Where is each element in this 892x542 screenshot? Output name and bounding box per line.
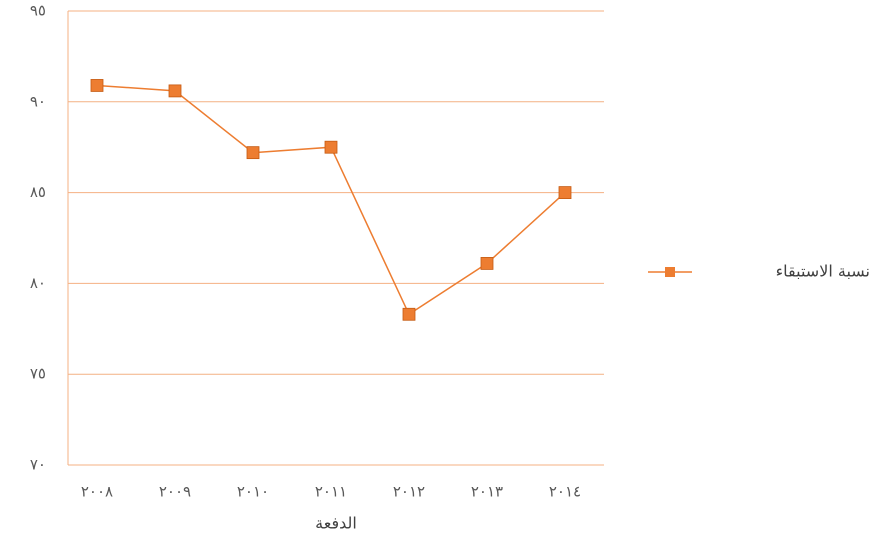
x-tick-label: ٢٠١٠: [237, 483, 269, 501]
series-line: [96, 84, 566, 316]
y-tick-label: ٧٥: [30, 365, 46, 383]
x-tick-label: ٢٠٠٩: [159, 483, 191, 501]
x-tick-label: ٢٠١٤: [549, 483, 581, 501]
legend-label: نسبة الاستبقاء: [776, 262, 870, 281]
legend-marker: [665, 267, 675, 277]
point-marker: [168, 84, 182, 98]
x-tick-label: ٢٠١١: [315, 483, 347, 501]
point-marker: [480, 257, 494, 270]
y-tick-label: ٨٠: [30, 274, 46, 292]
point-marker: [558, 186, 572, 200]
point-marker: [402, 307, 416, 321]
point-marker: [90, 79, 104, 92]
point-marker: [246, 146, 260, 160]
x-axis-title: الدفعة: [315, 514, 357, 533]
point-marker: [324, 140, 338, 154]
y-tick-label: ٧٠: [30, 456, 46, 474]
x-tick-label: ٢٠١٢: [393, 483, 425, 501]
x-tick-label: ٢٠٠٨: [81, 483, 113, 501]
y-tick-label: ٩٠: [30, 92, 46, 110]
y-tick-label: ٨٥: [30, 183, 46, 201]
x-tick-label: ٢٠١٣: [471, 483, 503, 501]
y-tick-label: ٩٥: [30, 2, 46, 20]
